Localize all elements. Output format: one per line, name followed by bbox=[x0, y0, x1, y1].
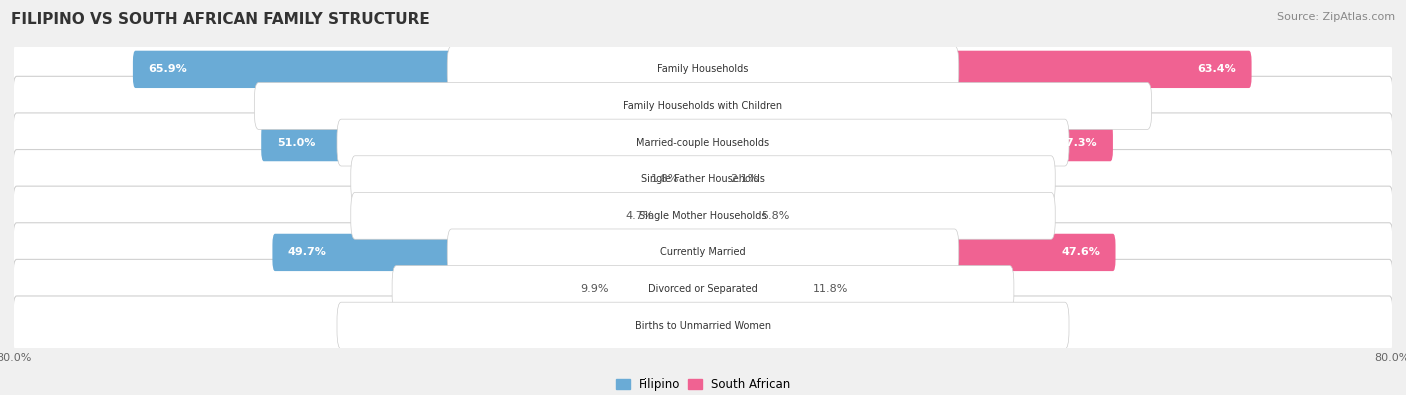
Text: Births to Unmarried Women: Births to Unmarried Women bbox=[636, 321, 770, 331]
Text: 4.7%: 4.7% bbox=[626, 211, 654, 221]
FancyBboxPatch shape bbox=[616, 270, 706, 308]
FancyBboxPatch shape bbox=[13, 223, 1393, 282]
FancyBboxPatch shape bbox=[13, 186, 1393, 245]
Text: 28.6%: 28.6% bbox=[470, 101, 509, 111]
Text: Married-couple Households: Married-couple Households bbox=[637, 137, 769, 148]
Text: FILIPINO VS SOUTH AFRICAN FAMILY STRUCTURE: FILIPINO VS SOUTH AFRICAN FAMILY STRUCTU… bbox=[11, 12, 430, 27]
FancyBboxPatch shape bbox=[350, 192, 1056, 239]
FancyBboxPatch shape bbox=[659, 197, 706, 235]
FancyBboxPatch shape bbox=[13, 40, 1393, 99]
FancyBboxPatch shape bbox=[700, 270, 807, 308]
Text: 27.4%: 27.4% bbox=[887, 101, 927, 111]
FancyBboxPatch shape bbox=[502, 307, 706, 344]
FancyBboxPatch shape bbox=[13, 260, 1393, 319]
Text: 30.5%: 30.5% bbox=[914, 321, 953, 331]
FancyBboxPatch shape bbox=[454, 87, 706, 125]
Text: 23.0%: 23.0% bbox=[517, 321, 557, 331]
FancyBboxPatch shape bbox=[337, 302, 1069, 349]
Text: Family Households with Children: Family Households with Children bbox=[623, 101, 783, 111]
FancyBboxPatch shape bbox=[685, 160, 706, 198]
Text: 9.9%: 9.9% bbox=[581, 284, 609, 294]
FancyBboxPatch shape bbox=[262, 124, 706, 161]
FancyBboxPatch shape bbox=[700, 197, 755, 235]
Text: 63.4%: 63.4% bbox=[1198, 64, 1236, 74]
FancyBboxPatch shape bbox=[13, 113, 1393, 172]
Text: 11.8%: 11.8% bbox=[813, 284, 849, 294]
FancyBboxPatch shape bbox=[700, 51, 1251, 88]
Text: 65.9%: 65.9% bbox=[149, 64, 187, 74]
Text: 47.3%: 47.3% bbox=[1059, 137, 1098, 148]
Text: 49.7%: 49.7% bbox=[288, 247, 326, 258]
Text: Single Father Households: Single Father Households bbox=[641, 174, 765, 184]
FancyBboxPatch shape bbox=[273, 234, 706, 271]
FancyBboxPatch shape bbox=[337, 119, 1069, 166]
Text: 1.8%: 1.8% bbox=[651, 174, 679, 184]
FancyBboxPatch shape bbox=[392, 265, 1014, 312]
FancyBboxPatch shape bbox=[13, 150, 1393, 209]
Text: Single Mother Households: Single Mother Households bbox=[640, 211, 766, 221]
FancyBboxPatch shape bbox=[447, 46, 959, 93]
Text: Source: ZipAtlas.com: Source: ZipAtlas.com bbox=[1277, 12, 1395, 22]
FancyBboxPatch shape bbox=[700, 160, 724, 198]
Text: Currently Married: Currently Married bbox=[661, 247, 745, 258]
FancyBboxPatch shape bbox=[134, 51, 706, 88]
Text: Family Households: Family Households bbox=[658, 64, 748, 74]
FancyBboxPatch shape bbox=[13, 296, 1393, 355]
FancyBboxPatch shape bbox=[254, 83, 1152, 130]
FancyBboxPatch shape bbox=[700, 124, 1114, 161]
Text: 51.0%: 51.0% bbox=[277, 137, 315, 148]
FancyBboxPatch shape bbox=[13, 76, 1393, 135]
FancyBboxPatch shape bbox=[700, 87, 942, 125]
Text: 2.1%: 2.1% bbox=[730, 174, 758, 184]
Text: 47.6%: 47.6% bbox=[1062, 247, 1099, 258]
FancyBboxPatch shape bbox=[350, 156, 1056, 203]
FancyBboxPatch shape bbox=[447, 229, 959, 276]
Legend: Filipino, South African: Filipino, South African bbox=[610, 373, 796, 395]
FancyBboxPatch shape bbox=[700, 307, 969, 344]
Text: Divorced or Separated: Divorced or Separated bbox=[648, 284, 758, 294]
Text: 5.8%: 5.8% bbox=[762, 211, 790, 221]
FancyBboxPatch shape bbox=[700, 234, 1115, 271]
